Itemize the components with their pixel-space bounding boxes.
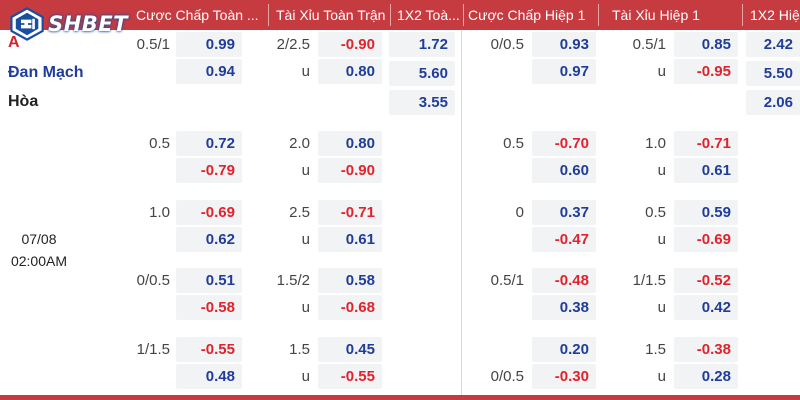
ft-over-odds[interactable]: -0.71	[318, 200, 382, 225]
h1-handicap-away-odds[interactable]: 0.97	[532, 59, 596, 84]
h1-handicap-line: 0	[515, 204, 524, 221]
ft-1x2-odds[interactable]: 5.60	[389, 61, 455, 86]
ft-over-odds[interactable]: 0.45	[318, 337, 382, 362]
h1-ou-line: 0.5/1	[632, 36, 666, 53]
h1-ou-under-label: u	[657, 63, 666, 80]
ft-ou-under-label: u	[301, 231, 310, 248]
h1-under-odds[interactable]: -0.95	[674, 59, 738, 84]
h1-ou-under-label: u	[657, 299, 666, 316]
h1-1x2-odds[interactable]: 5.50	[746, 61, 800, 86]
h1-ou-line: 1.0	[645, 135, 666, 152]
h1-under-odds[interactable]: 0.28	[674, 364, 738, 389]
logo-text: SHBET	[48, 12, 128, 36]
header-divider	[268, 4, 269, 26]
ft-handicap-home-odds[interactable]: -0.55	[176, 337, 242, 362]
ft-handicap-away-odds[interactable]: 0.48	[176, 364, 242, 389]
col-header-ft-1x2[interactable]: 1X2 Toà...	[397, 7, 460, 23]
header-divider	[390, 4, 391, 26]
h1-ou-under-label: u	[657, 368, 666, 385]
h1-handicap-away-odds[interactable]: -0.30	[532, 364, 596, 389]
ft-handicap-line: 0.5/1	[136, 36, 170, 53]
ft-ou-under-label: u	[301, 63, 310, 80]
h1-handicap-line: 0/0.5	[490, 36, 524, 53]
h1-handicap-home-odds[interactable]: 0.37	[532, 200, 596, 225]
h1-handicap-away-odds[interactable]: 0.60	[532, 158, 596, 183]
h1-handicap-line: 0.5	[503, 135, 524, 152]
col-header-ft-over-under[interactable]: Tài Xỉu Toàn Trận	[276, 7, 386, 23]
ft-over-odds[interactable]: 0.58	[318, 268, 382, 293]
ft-under-odds[interactable]: -0.68	[318, 295, 382, 320]
col-header-h1-handicap[interactable]: Cược Chấp Hiệp 1	[468, 7, 586, 23]
ft-handicap-home-odds[interactable]: -0.69	[176, 200, 242, 225]
h1-1x2-odds[interactable]: 2.06	[746, 90, 800, 115]
ft-1x2-odds[interactable]: 1.72	[389, 32, 455, 57]
h1-over-odds[interactable]: -0.38	[674, 337, 738, 362]
h1-over-odds[interactable]: -0.71	[674, 131, 738, 156]
ft-ou-line: 2.5	[289, 204, 310, 221]
h1-handicap-line: 0.5/1	[490, 272, 524, 289]
h1-under-odds[interactable]: 0.61	[674, 158, 738, 183]
col-header-h1-1x2[interactable]: 1X2 Hiệ...	[750, 7, 800, 23]
ft-handicap-home-odds[interactable]: 0.99	[176, 32, 242, 57]
ft-ou-line: 2/2.5	[276, 36, 310, 53]
ft-ou-line: 1.5/2	[276, 272, 310, 289]
team-away: Đan Mạch	[8, 64, 84, 81]
header-divider	[598, 4, 599, 26]
ft-under-odds[interactable]: 0.80	[318, 59, 382, 84]
h1-ou-under-label: u	[657, 162, 666, 179]
bottom-bar	[0, 395, 800, 400]
h1-handicap-line: 0/0.5	[490, 368, 524, 385]
h1-under-odds[interactable]: -0.69	[674, 227, 738, 252]
h1-over-odds[interactable]: 0.85	[674, 32, 738, 57]
ft-handicap-line: 0.5	[149, 135, 170, 152]
ft-handicap-line: 1.0	[149, 204, 170, 221]
h1-handicap-away-odds[interactable]: -0.47	[532, 227, 596, 252]
h1-ou-line: 1.5	[645, 341, 666, 358]
h1-under-odds[interactable]: 0.42	[674, 295, 738, 320]
ft-ou-line: 2.0	[289, 135, 310, 152]
ft-handicap-away-odds[interactable]: 0.94	[176, 59, 242, 84]
header-divider	[463, 4, 464, 26]
ft-handicap-line: 1/1.5	[136, 341, 170, 358]
ft-ou-under-label: u	[301, 299, 310, 316]
h1-handicap-home-odds[interactable]: -0.48	[532, 268, 596, 293]
col-header-ft-handicap[interactable]: Cược Chấp Toàn ...	[136, 7, 259, 23]
h1-handicap-home-odds[interactable]: 0.93	[532, 32, 596, 57]
ft-handicap-home-odds[interactable]: 0.72	[176, 131, 242, 156]
h1-handicap-home-odds[interactable]: 0.20	[532, 337, 596, 362]
h1-1x2-odds[interactable]: 2.42	[746, 32, 800, 57]
h1-over-odds[interactable]: 0.59	[674, 200, 738, 225]
ft-under-odds[interactable]: -0.90	[318, 158, 382, 183]
match-date: 07/08	[21, 231, 57, 247]
ft-over-odds[interactable]: 0.80	[318, 131, 382, 156]
col-header-h1-over-under[interactable]: Tài Xỉu Hiệp 1	[612, 7, 700, 23]
h1-handicap-away-odds[interactable]: 0.38	[532, 295, 596, 320]
h1-ou-under-label: u	[657, 231, 666, 248]
ft-under-odds[interactable]: 0.61	[318, 227, 382, 252]
shbet-logo-mark-icon	[10, 7, 44, 41]
h1-ou-line: 0.5	[645, 204, 666, 221]
odds-header: Cược Chấp Toàn ... Tài Xỉu Toàn Trận 1X2…	[0, 0, 800, 30]
ft-1x2-odds[interactable]: 3.55	[389, 90, 455, 115]
h1-handicap-home-odds[interactable]: -0.70	[532, 131, 596, 156]
ft-handicap-away-odds[interactable]: -0.79	[176, 158, 242, 183]
match-time: 07/08 02:00AM	[4, 228, 74, 272]
ft-ou-under-label: u	[301, 162, 310, 179]
half-divider	[461, 30, 462, 400]
ft-handicap-home-odds[interactable]: 0.51	[176, 268, 242, 293]
h1-over-odds[interactable]: -0.52	[674, 268, 738, 293]
shbet-logo: SHBET	[8, 4, 128, 44]
ft-handicap-away-odds[interactable]: 0.62	[176, 227, 242, 252]
ft-handicap-away-odds[interactable]: -0.58	[176, 295, 242, 320]
ft-handicap-line: 0/0.5	[136, 272, 170, 289]
h1-ou-line: 1/1.5	[632, 272, 666, 289]
team-draw: Hòa	[8, 93, 39, 110]
match-clock: 02:00AM	[10, 253, 68, 269]
ft-ou-line: 1.5	[289, 341, 310, 358]
ft-ou-under-label: u	[301, 368, 310, 385]
ft-under-odds[interactable]: -0.55	[318, 364, 382, 389]
team-home: A	[8, 34, 20, 51]
ft-over-odds[interactable]: -0.90	[318, 32, 382, 57]
header-divider	[742, 4, 743, 26]
